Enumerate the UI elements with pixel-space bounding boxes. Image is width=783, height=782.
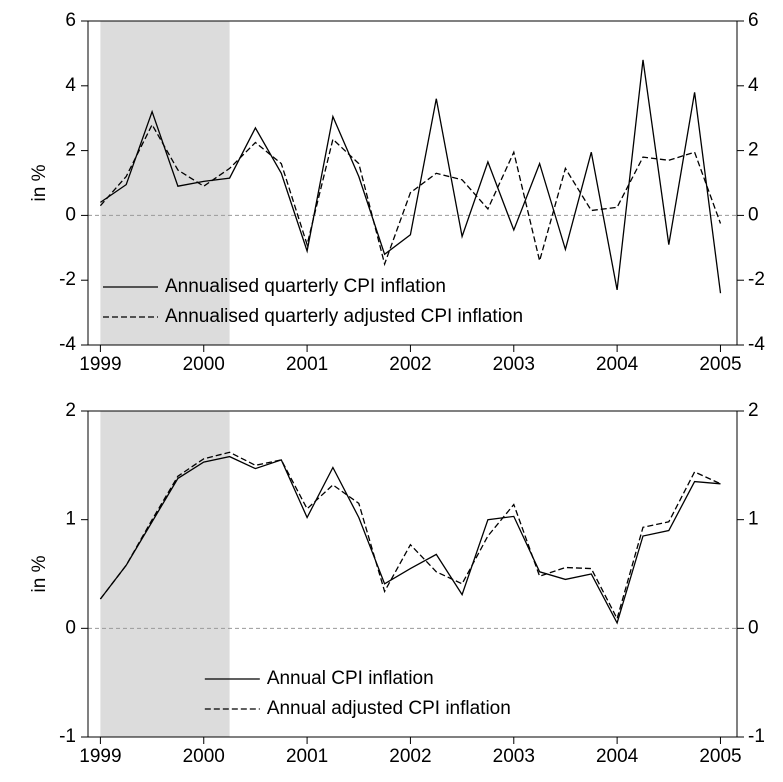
y-axis-label: in % bbox=[29, 555, 50, 592]
shaded-region bbox=[100, 411, 230, 737]
y-axis-label: in % bbox=[29, 164, 50, 201]
y-tick-label: -1 bbox=[59, 726, 76, 747]
y-tick-label: -2 bbox=[59, 269, 76, 290]
x-tick-label: 2001 bbox=[286, 746, 328, 767]
series-line bbox=[99, 455, 721, 625]
y2-tick-label: 0 bbox=[748, 617, 759, 638]
y-tick-label: 2 bbox=[65, 400, 76, 421]
y2-tick-label: 0 bbox=[748, 204, 759, 225]
y-tick-label: 2 bbox=[65, 140, 76, 161]
x-tick-label: 2004 bbox=[596, 354, 639, 375]
x-tick-label: 1999 bbox=[79, 354, 121, 375]
legend-label: Annualised quarterly CPI inflation bbox=[165, 276, 446, 297]
x-tick-label: 2004 bbox=[596, 746, 639, 767]
x-tick-label: 2000 bbox=[183, 746, 225, 767]
y2-tick-label: 1 bbox=[748, 509, 759, 530]
y2-tick-label: -2 bbox=[748, 269, 765, 290]
y2-tick-label: -1 bbox=[748, 726, 765, 747]
x-tick-label: 2002 bbox=[389, 746, 431, 767]
y-tick-label: 4 bbox=[65, 75, 76, 96]
plot-frame bbox=[87, 410, 738, 738]
x-tick-label: 2005 bbox=[699, 354, 741, 375]
y-tick-label: 1 bbox=[65, 509, 76, 530]
y-tick-label: -4 bbox=[59, 334, 76, 355]
x-tick-label: 2005 bbox=[699, 746, 741, 767]
plot-frame bbox=[87, 20, 738, 346]
series-line bbox=[100, 59, 722, 294]
y-tick-label: 0 bbox=[65, 617, 76, 638]
y-tick-label: 6 bbox=[65, 10, 76, 31]
y2-tick-label: 6 bbox=[748, 10, 759, 31]
y2-tick-label: 2 bbox=[748, 140, 759, 161]
x-tick-label: 2002 bbox=[389, 354, 431, 375]
x-tick-label: 1999 bbox=[79, 746, 121, 767]
series-line bbox=[99, 123, 722, 267]
x-tick-label: 2003 bbox=[493, 746, 535, 767]
x-tick-label: 2001 bbox=[286, 354, 328, 375]
x-tick-label: 2003 bbox=[493, 354, 535, 375]
series-line bbox=[99, 451, 721, 621]
y-tick-label: 0 bbox=[65, 204, 76, 225]
legend-label: Annual adjusted CPI inflation bbox=[267, 698, 511, 719]
y2-tick-label: -4 bbox=[748, 334, 765, 355]
y2-tick-label: 4 bbox=[748, 75, 759, 96]
x-tick-label: 2000 bbox=[183, 354, 225, 375]
legend-label: Annualised quarterly adjusted CPI inflat… bbox=[165, 306, 523, 327]
legend-label: Annual CPI inflation bbox=[267, 668, 434, 689]
y2-tick-label: 2 bbox=[748, 400, 759, 421]
